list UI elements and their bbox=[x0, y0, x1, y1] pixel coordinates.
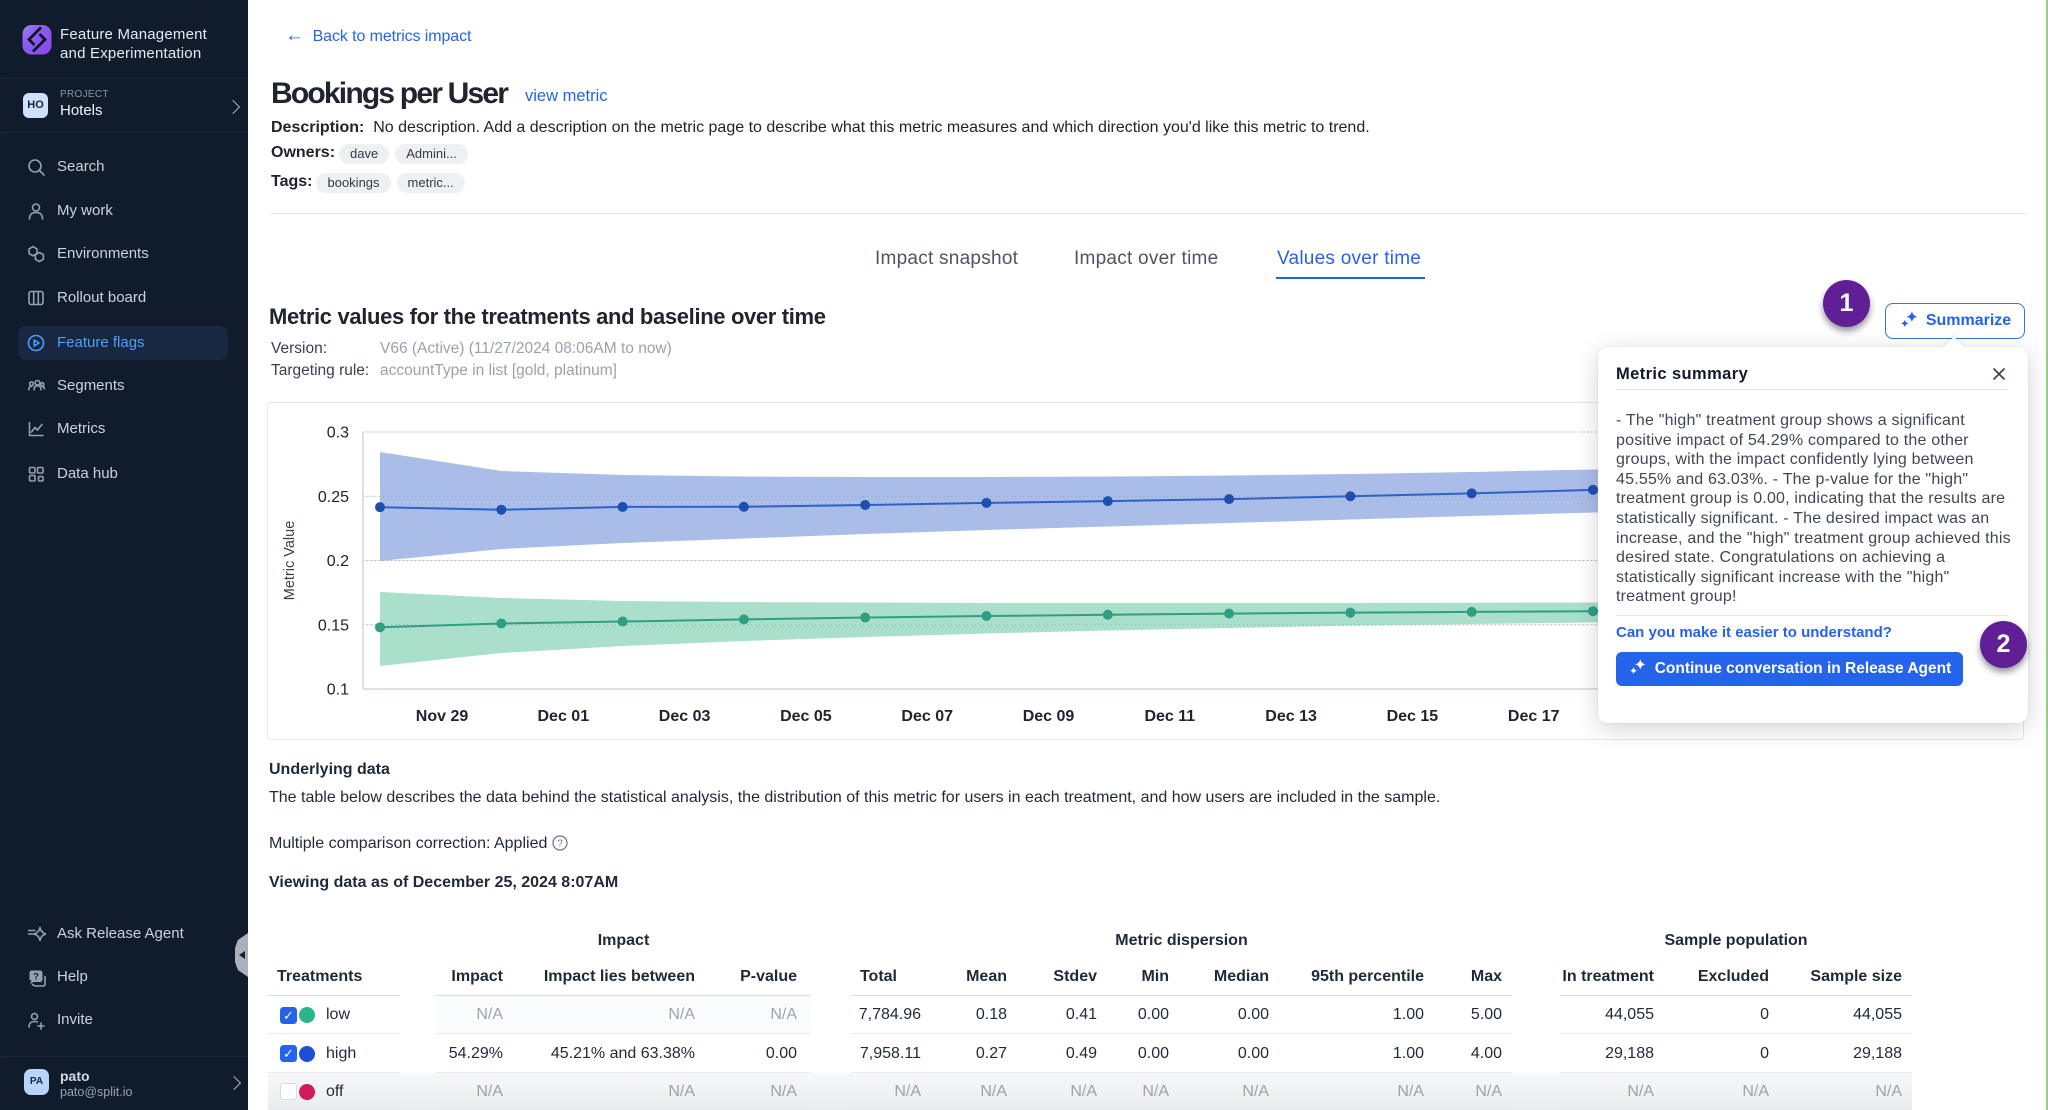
svg-text:Dec 03: Dec 03 bbox=[659, 708, 711, 725]
svg-text:Dec 05: Dec 05 bbox=[780, 708, 832, 725]
svg-text:Dec 01: Dec 01 bbox=[538, 708, 590, 725]
svg-text:Dec 13: Dec 13 bbox=[1265, 708, 1317, 725]
svg-text:?: ? bbox=[33, 972, 39, 983]
svg-text:0.1: 0.1 bbox=[327, 682, 349, 699]
svg-text:Dec 17: Dec 17 bbox=[1508, 708, 1560, 725]
svg-text:Dec 11: Dec 11 bbox=[1144, 708, 1195, 725]
svg-text:Metric Value: Metric Value bbox=[282, 521, 298, 601]
svg-text:Dec 07: Dec 07 bbox=[901, 708, 953, 725]
svg-text:Dec 15: Dec 15 bbox=[1387, 708, 1439, 725]
svg-text:Nov 29: Nov 29 bbox=[416, 708, 469, 725]
svg-text:0.25: 0.25 bbox=[318, 489, 349, 506]
svg-text:0.2: 0.2 bbox=[327, 553, 349, 570]
svg-text:0.3: 0.3 bbox=[327, 425, 349, 442]
svg-text:0.15: 0.15 bbox=[318, 617, 349, 634]
svg-text:?: ? bbox=[557, 839, 563, 850]
svg-text:Dec 09: Dec 09 bbox=[1023, 708, 1075, 725]
